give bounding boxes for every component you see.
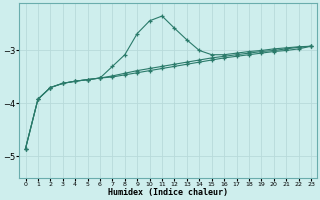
X-axis label: Humidex (Indice chaleur): Humidex (Indice chaleur) xyxy=(108,188,228,197)
